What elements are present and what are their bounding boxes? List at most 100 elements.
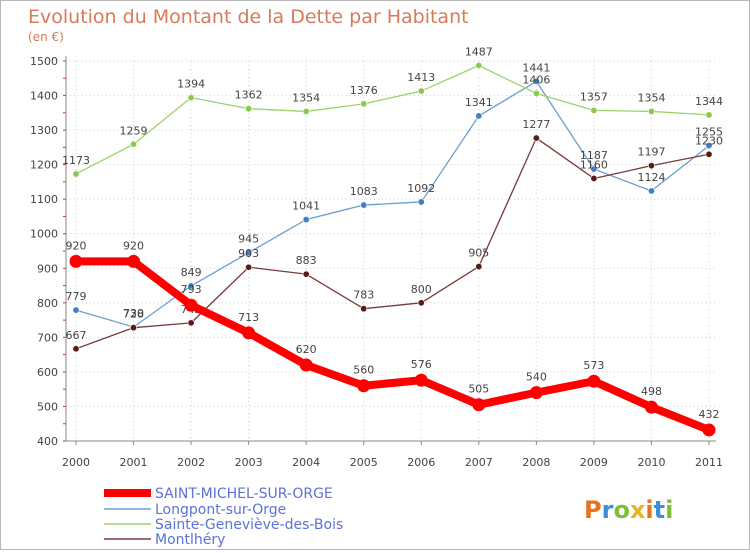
y-tick-label: 700	[37, 331, 58, 344]
data-point	[417, 87, 425, 95]
legend-label: Sainte-Geneviève-des-Bois	[155, 517, 343, 533]
y-tick-label: 800	[37, 297, 58, 310]
data-point	[360, 305, 368, 313]
data-label: 1341	[465, 96, 493, 109]
data-point	[587, 374, 601, 388]
x-tick-label: 2008	[522, 456, 550, 469]
x-tick-label: 2006	[407, 456, 435, 469]
series-2: 1173 1259 1394 1362 1354 1376 1413 1487 1406 1357…	[62, 45, 723, 178]
x-tick-label: 2011	[695, 456, 723, 469]
data-label: 1487	[465, 45, 493, 58]
data-label: 728	[123, 308, 144, 321]
data-label: 505	[468, 383, 489, 396]
data-label: 883	[296, 254, 317, 267]
data-label: 1124	[637, 171, 665, 184]
series-0: 920 920 793 713 620 560 576 505 540 573 498 432	[66, 239, 720, 437]
data-label: 1041	[292, 200, 320, 213]
data-label: 1083	[350, 185, 378, 198]
data-point	[187, 319, 195, 327]
data-label: 432	[699, 408, 720, 421]
data-point	[187, 282, 195, 290]
data-point	[130, 140, 138, 148]
series-line	[75, 137, 710, 350]
y-tick-label: 500	[37, 400, 58, 413]
y-tick-label: 1100	[30, 193, 58, 206]
series-layer: 779 730 849 945 1041 1083 1092 1341 1441 1187 1124…	[62, 45, 723, 437]
data-point	[302, 107, 310, 115]
data-label: 920	[123, 239, 144, 252]
chart-title: Evolution du Montant de la Dette par Hab…	[28, 6, 469, 28]
x-tick-label: 2009	[580, 456, 608, 469]
data-label: 1277	[522, 118, 550, 131]
legend-label: Longpont-sur-Orge	[155, 502, 286, 518]
data-point	[705, 111, 713, 119]
data-point	[532, 77, 540, 85]
x-tick-label: 2003	[235, 456, 263, 469]
data-point	[245, 105, 253, 113]
data-point	[245, 249, 253, 257]
data-label: 667	[66, 329, 87, 342]
data-point	[417, 299, 425, 307]
data-label: 1413	[407, 71, 435, 84]
data-label: 1406	[522, 73, 550, 86]
legend-label: SAINT-MICHEL-SUR-ORGE	[155, 486, 333, 502]
data-label: 1259	[120, 124, 148, 137]
data-label: 905	[468, 247, 489, 260]
data-label: 1376	[350, 84, 378, 97]
series-line	[72, 257, 713, 434]
data-label: 713	[238, 311, 259, 324]
data-point	[475, 112, 483, 120]
data-point	[702, 423, 716, 437]
logo-text: Proxiti	[584, 496, 673, 524]
data-label: 1173	[62, 154, 90, 167]
data-point	[644, 400, 658, 414]
data-point	[647, 162, 655, 170]
data-label: 1394	[177, 78, 205, 91]
data-point	[529, 386, 543, 400]
data-label: 1354	[637, 91, 665, 104]
data-point	[302, 216, 310, 224]
data-label: 1187	[580, 149, 608, 162]
data-point	[357, 379, 371, 393]
data-label: 560	[353, 364, 374, 377]
data-point	[130, 324, 138, 332]
x-tick-label: 2010	[637, 456, 665, 469]
data-label: 1344	[695, 95, 723, 108]
data-label: 1354	[292, 91, 320, 104]
y-tick-label: 1500	[30, 55, 58, 68]
y-tick-label: 1300	[30, 124, 58, 137]
data-label: 783	[353, 289, 374, 302]
x-tick-label: 2000	[62, 456, 90, 469]
data-label: 540	[526, 371, 547, 384]
data-point	[127, 254, 141, 268]
data-label: 573	[583, 359, 604, 372]
data-label: 849	[181, 266, 202, 279]
data-point	[69, 254, 83, 268]
data-point	[360, 100, 368, 108]
data-label: 779	[66, 290, 87, 303]
data-label: 920	[66, 239, 87, 252]
data-point	[590, 174, 598, 182]
y-tick-label: 600	[37, 366, 58, 379]
data-label: 793	[181, 283, 202, 296]
series-3: 6677287429038837838009051277116011971230	[66, 118, 723, 353]
data-point	[532, 134, 540, 142]
y-tick-label: 1400	[30, 90, 58, 103]
data-point	[532, 89, 540, 97]
series-line	[75, 64, 710, 175]
data-point	[242, 326, 256, 340]
legend-label: Montlhéry	[155, 532, 225, 548]
data-label: 945	[238, 233, 259, 246]
chart-subtitle: (en €)	[28, 30, 64, 44]
data-label: 1255	[695, 126, 723, 139]
y-tick-label: 1000	[30, 228, 58, 241]
data-point	[590, 165, 598, 173]
x-tick-label: 2002	[177, 456, 205, 469]
data-point	[590, 106, 598, 114]
data-point	[414, 373, 428, 387]
data-point	[184, 298, 198, 312]
data-label: 1092	[407, 182, 435, 195]
data-label: 800	[411, 283, 432, 296]
data-label: 1160	[580, 158, 608, 171]
